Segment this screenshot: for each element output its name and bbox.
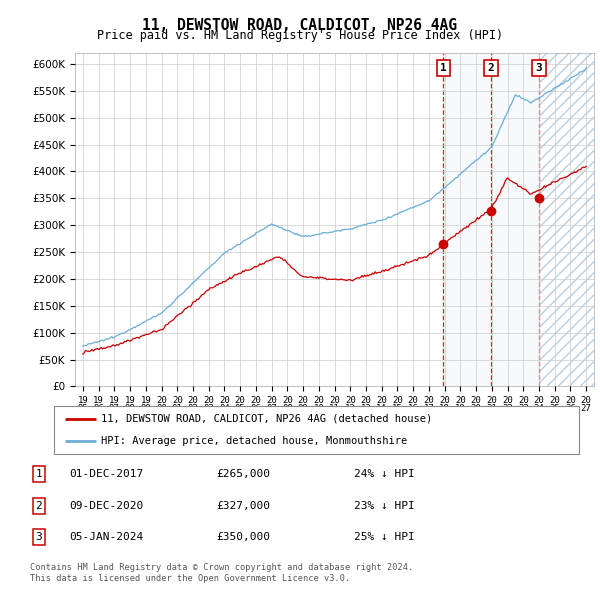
Text: 23% ↓ HPI: 23% ↓ HPI xyxy=(354,501,415,510)
Text: 1: 1 xyxy=(440,63,447,73)
Text: 11, DEWSTOW ROAD, CALDICOT, NP26 4AG: 11, DEWSTOW ROAD, CALDICOT, NP26 4AG xyxy=(143,18,458,32)
Text: This data is licensed under the Open Government Licence v3.0.: This data is licensed under the Open Gov… xyxy=(30,574,350,583)
Bar xyxy=(491,53,539,386)
Text: 2: 2 xyxy=(487,63,494,73)
Text: 3: 3 xyxy=(35,532,43,542)
Text: £350,000: £350,000 xyxy=(216,532,270,542)
Bar xyxy=(443,53,491,386)
Text: Price paid vs. HM Land Registry's House Price Index (HPI): Price paid vs. HM Land Registry's House … xyxy=(97,30,503,42)
Text: 24% ↓ HPI: 24% ↓ HPI xyxy=(354,470,415,479)
Text: £327,000: £327,000 xyxy=(216,501,270,510)
Text: 2: 2 xyxy=(35,501,43,510)
Text: 01-DEC-2017: 01-DEC-2017 xyxy=(69,470,143,479)
Text: 3: 3 xyxy=(536,63,542,73)
Text: 25% ↓ HPI: 25% ↓ HPI xyxy=(354,532,415,542)
Bar xyxy=(539,53,594,386)
Text: £265,000: £265,000 xyxy=(216,470,270,479)
Text: HPI: Average price, detached house, Monmouthshire: HPI: Average price, detached house, Monm… xyxy=(101,436,407,446)
Text: 05-JAN-2024: 05-JAN-2024 xyxy=(69,532,143,542)
Bar xyxy=(539,53,594,386)
Text: 1: 1 xyxy=(35,470,43,479)
Text: 11, DEWSTOW ROAD, CALDICOT, NP26 4AG (detached house): 11, DEWSTOW ROAD, CALDICOT, NP26 4AG (de… xyxy=(101,414,433,424)
Text: 09-DEC-2020: 09-DEC-2020 xyxy=(69,501,143,510)
Text: Contains HM Land Registry data © Crown copyright and database right 2024.: Contains HM Land Registry data © Crown c… xyxy=(30,563,413,572)
